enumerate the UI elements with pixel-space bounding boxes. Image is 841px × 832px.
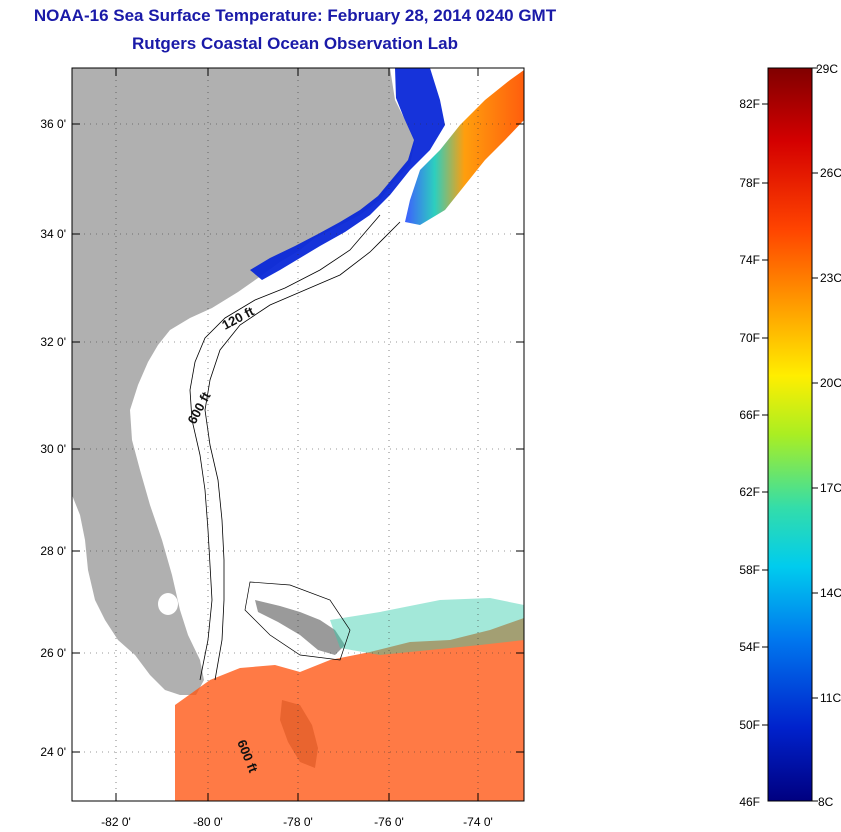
sst-southern-warm-patch — [175, 618, 524, 801]
lon-label-82: -82 0' — [101, 815, 131, 829]
contour-600ft — [204, 221, 401, 681]
map-title: NOAA-16 Sea Surface Temperature: Februar… — [33, 6, 557, 25]
lon-label-78: -78 0' — [283, 815, 313, 829]
colorbar-label-11c: 11C — [820, 691, 841, 705]
colorbar-label-66f: 66F — [739, 408, 760, 422]
graticule — [72, 68, 524, 801]
colorbar-label-26c: 26C — [820, 166, 841, 180]
contour-600ft-bahamas — [244, 581, 351, 661]
lake-okeechobee — [158, 593, 178, 615]
map-subtitle: Rutgers Coastal Ocean Observation Lab — [132, 34, 458, 53]
colorbar-label-82f: 82F — [739, 97, 760, 111]
latitude-ticks — [72, 123, 524, 753]
colorbar-label-74f: 74F — [739, 253, 760, 267]
colorbar-label-17c: 17C — [820, 481, 841, 495]
lon-label-76: -76 0' — [374, 815, 404, 829]
longitude-ticks — [115, 68, 479, 801]
colorbar-label-78f: 78F — [739, 176, 760, 190]
island-grand-bahama — [255, 600, 345, 655]
sst-coastal-cold-band — [250, 68, 445, 280]
lat-label-34: 34 0' — [40, 227, 66, 241]
sst-southern-mixed-patch — [330, 598, 524, 655]
colorbar-label-29c: 29C — [816, 62, 838, 76]
contour-120ft — [189, 214, 381, 681]
colorbar-label-46f: 46F — [739, 795, 760, 809]
lat-label-24: 24 0' — [40, 745, 66, 759]
lat-label-26: 26 0' — [40, 646, 66, 660]
landmass-southeast-us — [72, 68, 415, 695]
colorbar-label-20c: 20C — [820, 376, 841, 390]
colorbar-label-23c: 23C — [820, 271, 841, 285]
colorbar-label-8c: 8C — [818, 795, 834, 809]
map-area: 120 ft 600 ft 600 ft — [72, 68, 524, 801]
lat-label-30: 30 0' — [40, 442, 66, 456]
lat-label-32: 32 0' — [40, 335, 66, 349]
temperature-colorbar — [767, 67, 813, 802]
sst-gulf-stream-warm — [405, 70, 524, 225]
lat-label-36: 36 0' — [40, 117, 66, 131]
colorbar-label-58f: 58F — [739, 563, 760, 577]
lat-label-28: 28 0' — [40, 544, 66, 558]
colorbar-label-50f: 50F — [739, 718, 760, 732]
colorbar-label-54f: 54F — [739, 640, 760, 654]
colorbar-ticks — [762, 67, 818, 802]
lon-label-80: -80 0' — [193, 815, 223, 829]
lon-label-74: -74 0' — [463, 815, 493, 829]
colorbar-label-62f: 62F — [739, 485, 760, 499]
colorbar-label-14c: 14C — [820, 586, 841, 600]
colorbar-label-70f: 70F — [739, 331, 760, 345]
